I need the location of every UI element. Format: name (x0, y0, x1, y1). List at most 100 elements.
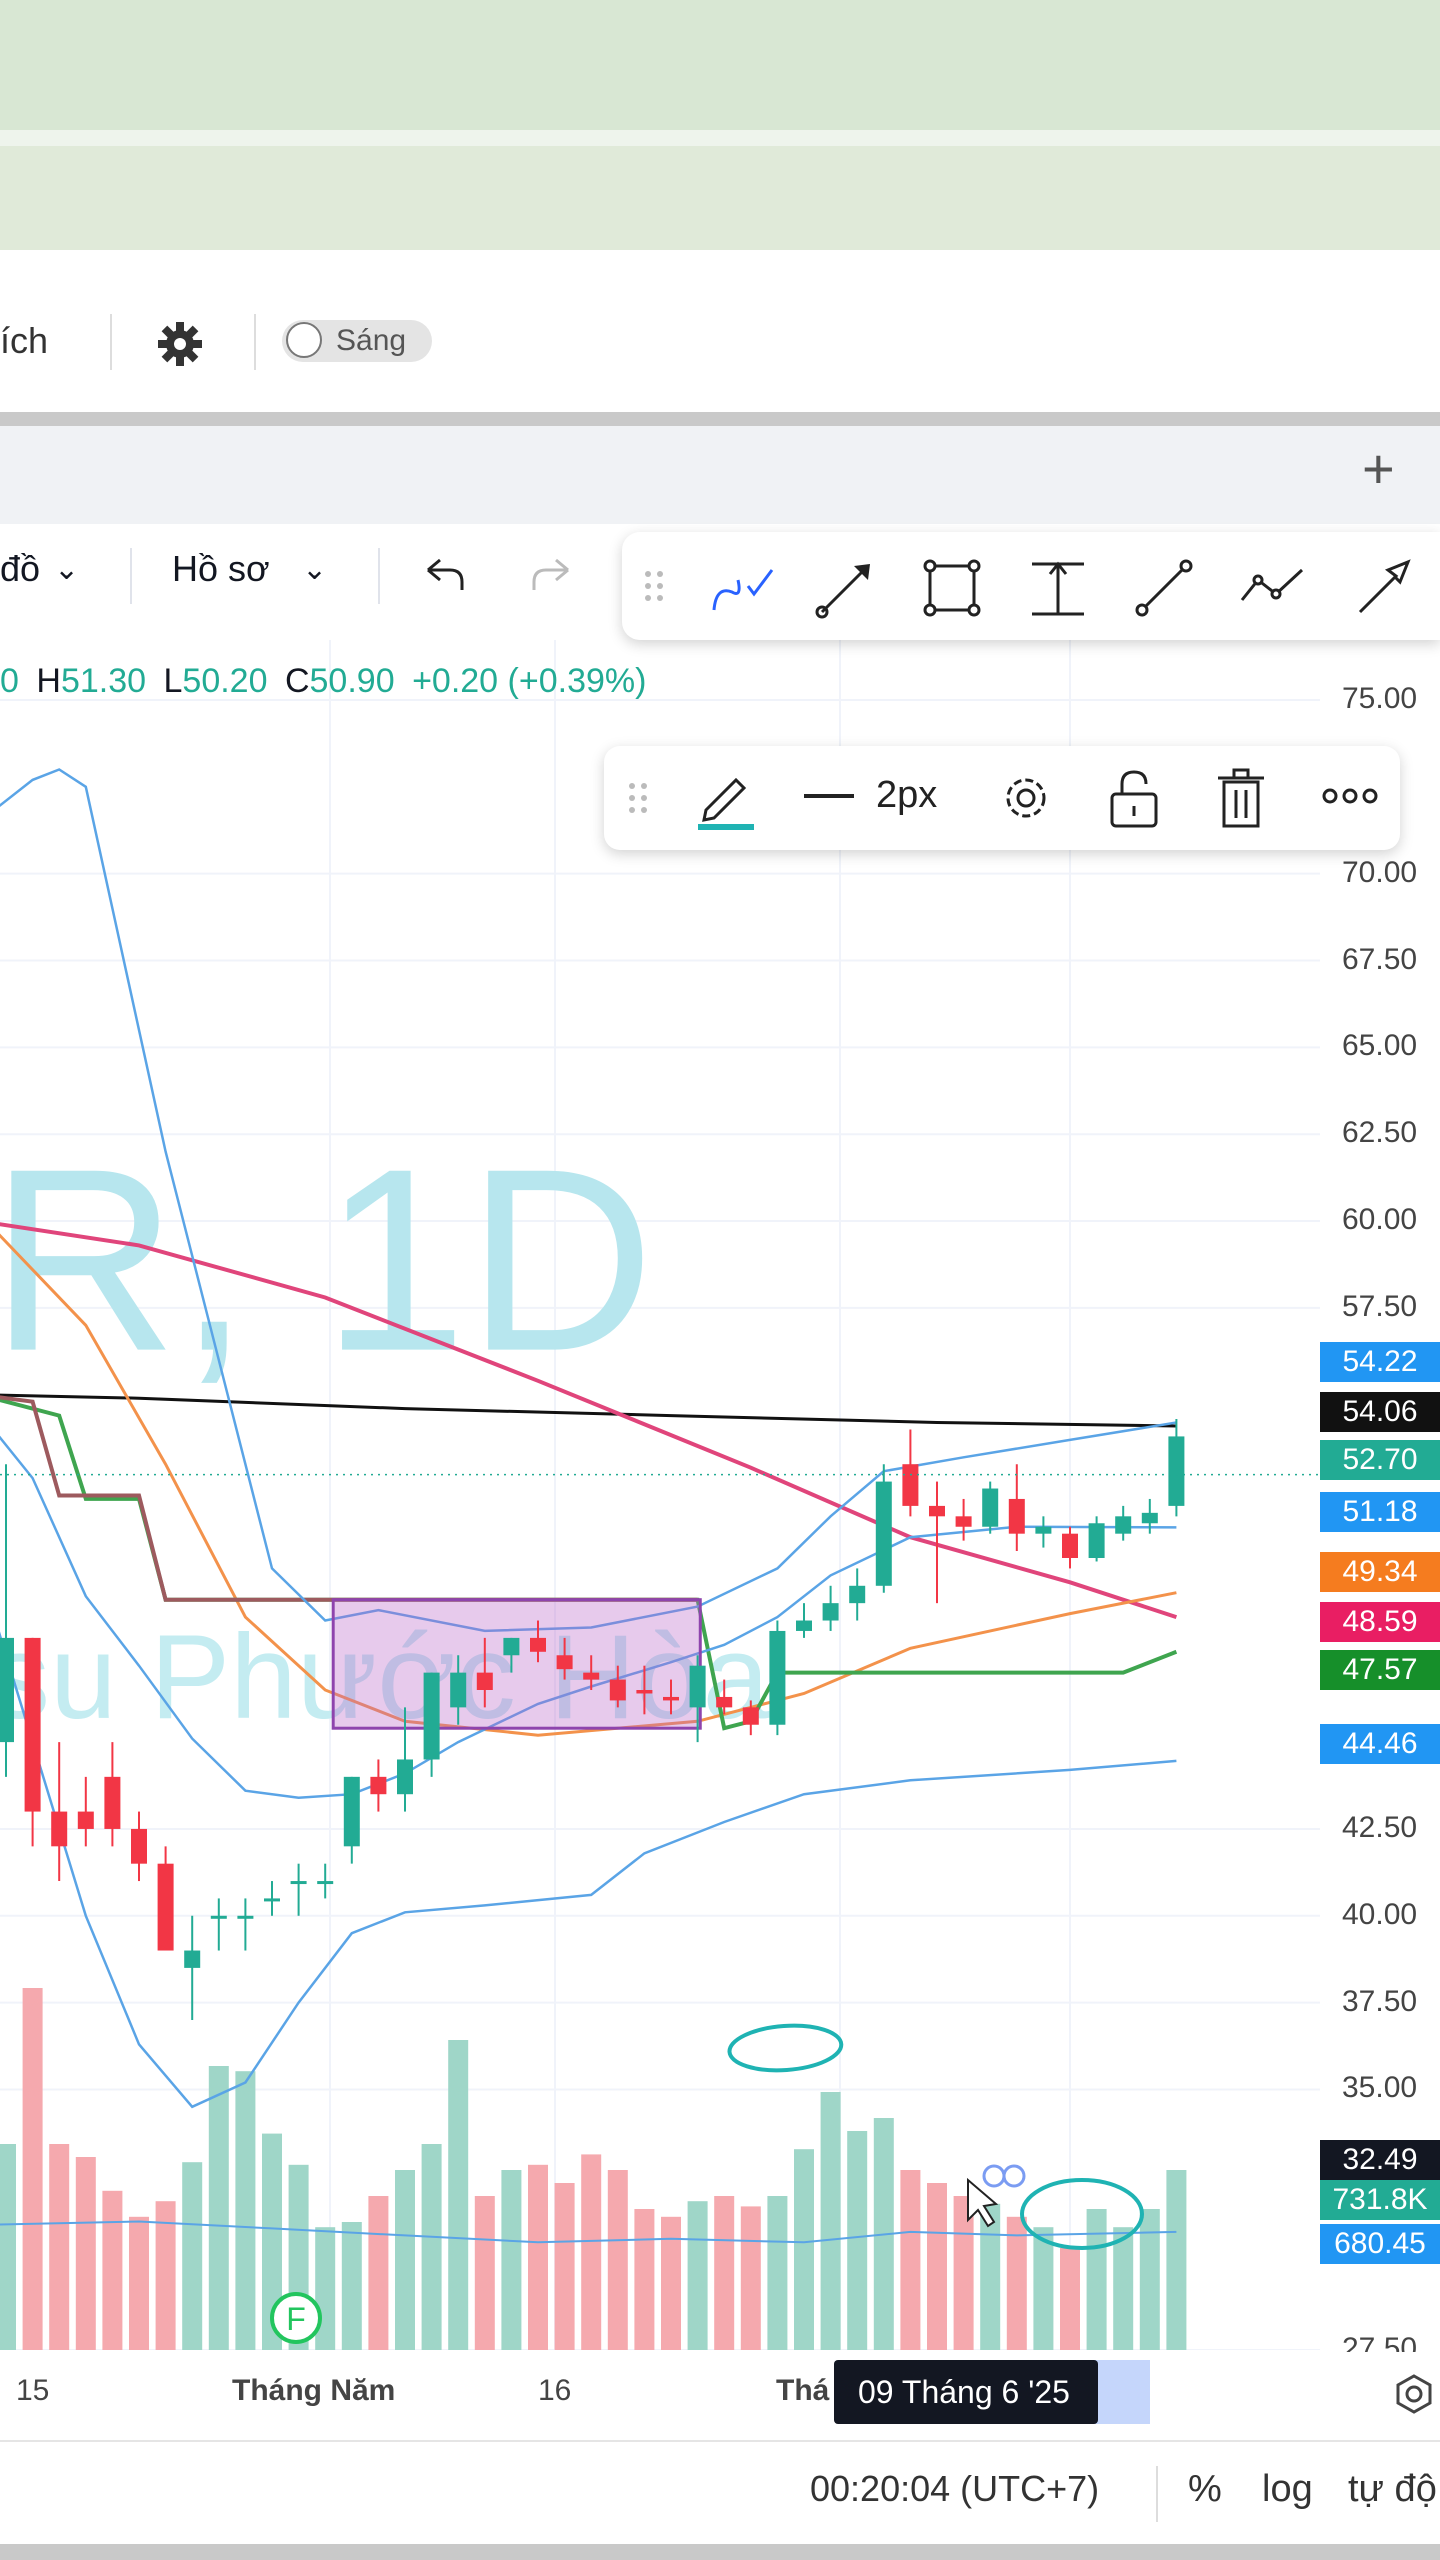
chevron-down-icon[interactable]: ⌄ (54, 553, 80, 586)
separator (378, 548, 380, 604)
candle-body (583, 1672, 600, 1680)
candle-body (317, 1881, 334, 1885)
profile-button[interactable]: Hồ sơ (172, 548, 270, 589)
toggle-knob-icon (286, 322, 322, 358)
chart-pane[interactable]: R, 1D su Phước Hòa F (0, 640, 1440, 2352)
circle-annotation (727, 2023, 844, 2073)
drag-handle-icon[interactable] (642, 568, 666, 609)
browser-bookmark-bar (0, 146, 1440, 250)
candle-body (157, 1863, 174, 1951)
crosshair-time-label: 09 Tháng 6 '25 (834, 2360, 1098, 2424)
volume-bar (528, 2164, 548, 2352)
arrow-line-icon[interactable] (814, 556, 878, 625)
price-tick: 60.00 (1342, 1203, 1418, 1237)
arrow-icon[interactable] (1350, 556, 1414, 625)
price-tick: 42.50 (1342, 1810, 1418, 1844)
volume-ma-line (0, 2220, 1177, 2244)
price-label: 32.49 (1320, 2140, 1440, 2180)
clock-display[interactable]: 00:20:04 (UTC+7) (810, 2468, 1100, 2509)
chevron-down-icon[interactable]: ⌄ (302, 553, 328, 586)
volume-bar (1166, 2170, 1187, 2352)
undo-icon[interactable] (420, 552, 468, 601)
volume-bar (661, 2216, 681, 2352)
time-tick: Thá (776, 2374, 830, 2407)
ohlc-legend: 0 H51.30 L50.20 C50.90 +0.20 (+0.39%) (0, 662, 646, 701)
ohlc-high: 51.30 (60, 662, 147, 700)
price-label: 54.22 (1320, 1342, 1440, 1382)
percent-scale-button[interactable]: % (1188, 2468, 1222, 2510)
bottom-divider (0, 2544, 1440, 2560)
ohlc-l-label: L (163, 662, 183, 700)
candle-body (264, 1898, 280, 1902)
gear-icon[interactable] (156, 320, 204, 368)
rectangle-drawing (331, 1598, 702, 1730)
candle-body (663, 1696, 679, 1701)
base-line (0, 1395, 698, 1602)
trend-line-icon[interactable] (1132, 556, 1196, 625)
f-marker-circle (270, 2292, 322, 2344)
volume-bar (900, 2170, 921, 2352)
chart-canvas[interactable]: R, 1D su Phước Hòa F (0, 640, 1440, 2352)
price-label: 680.45 (1320, 2224, 1440, 2264)
volume-bar (235, 2071, 256, 2352)
add-tab-button[interactable]: + (1362, 437, 1395, 500)
time-tick: 16 (538, 2374, 572, 2407)
candle-body (343, 1776, 360, 1847)
circle-annotation (1020, 2178, 1144, 2250)
price-tick: 62.50 (1342, 1116, 1418, 1150)
ohlc-low: 50.20 (182, 662, 268, 700)
brush-icon[interactable] (708, 556, 778, 621)
time-tick: Tháng Năm (232, 2374, 396, 2407)
separator (130, 548, 132, 604)
ohlc-h-label: H (36, 662, 61, 700)
candle-body (822, 1603, 839, 1621)
bollinger-lower (0, 1631, 1177, 2109)
ma-50-line (0, 1222, 1178, 1620)
candle-body (104, 1776, 121, 1829)
watermark-symbol: R, 1D (0, 1116, 655, 1406)
candle-body (929, 1505, 945, 1517)
candle-body (237, 1915, 254, 1919)
line-width-button[interactable]: 2px (876, 774, 938, 816)
pencil-icon[interactable] (696, 766, 756, 837)
line-style-icon[interactable] (804, 794, 854, 798)
trash-icon[interactable] (1214, 766, 1268, 835)
auto-scale-button[interactable]: tự độ (1348, 2468, 1437, 2510)
volume-bar (1006, 2216, 1027, 2352)
settings-icon[interactable] (996, 768, 1056, 833)
more-icon[interactable] (1320, 784, 1380, 813)
axis-settings-icon[interactable] (1392, 2372, 1436, 2421)
candle-body (423, 1672, 440, 1760)
site-toolbar: ích Sáng (0, 270, 1440, 420)
candle-body (503, 1637, 520, 1656)
time-axis[interactable]: 15 Tháng Năm 16 Thá 09 Tháng 6 '25 (0, 2352, 1440, 2432)
log-scale-button[interactable]: log (1262, 2468, 1313, 2510)
price-range-icon[interactable] (1026, 556, 1090, 625)
volume-bar (315, 2227, 336, 2352)
unlock-icon[interactable] (1106, 766, 1162, 835)
path-icon[interactable] (1238, 556, 1308, 625)
browser-divider (0, 130, 1440, 146)
chart-type-button[interactable]: đồ (0, 548, 41, 589)
candle-body (955, 1516, 972, 1527)
candle-body (450, 1672, 467, 1708)
volume-bar (448, 2040, 469, 2352)
volume-bar (953, 2196, 974, 2352)
volume-bar (1033, 2227, 1054, 2352)
candle-body (1115, 1516, 1132, 1534)
cursor-handle-icon (1002, 2164, 1026, 2188)
price-tick: 75.00 (1342, 682, 1418, 715)
theme-toggle[interactable]: Sáng (282, 320, 432, 362)
volume-bar (501, 2170, 522, 2352)
candle-body (875, 1481, 892, 1586)
redo-icon[interactable] (528, 552, 576, 601)
price-tick: 57.50 (1342, 1289, 1418, 1323)
rectangle-icon[interactable] (920, 556, 984, 625)
f-marker-label: F (286, 2301, 306, 2337)
toolbar-left-item[interactable]: ích (0, 320, 49, 361)
volume-bar (22, 1988, 43, 2352)
drag-handle-icon[interactable] (626, 780, 650, 821)
candle-body (1141, 1512, 1158, 1524)
volume-bar (1113, 2227, 1134, 2352)
volume-bar (75, 2157, 96, 2352)
